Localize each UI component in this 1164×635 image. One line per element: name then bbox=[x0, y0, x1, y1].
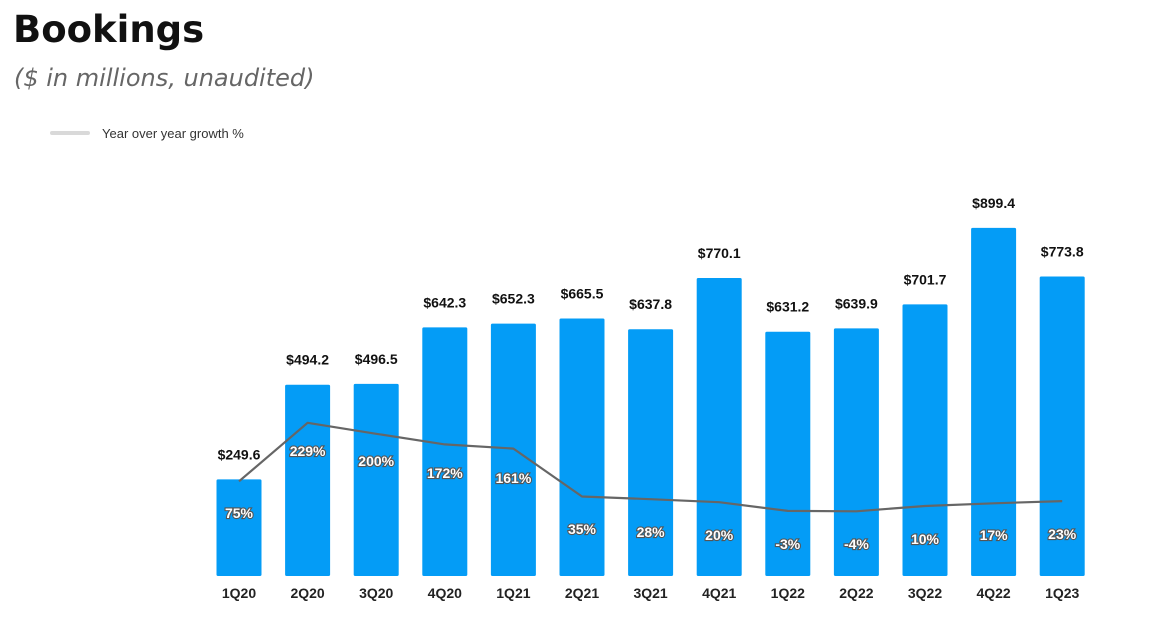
growth-label-2Q22: -4% bbox=[844, 536, 869, 552]
bar-value-label-1Q21: $652.3 bbox=[492, 291, 535, 307]
bar-3Q20 bbox=[353, 383, 399, 576]
bar-value-label-3Q22: $701.7 bbox=[904, 271, 947, 287]
bar-value-label-3Q20: $496.5 bbox=[355, 351, 398, 367]
bar-value-label-4Q22: $899.4 bbox=[972, 195, 1015, 211]
category-label-4Q22: 4Q22 bbox=[976, 585, 1010, 601]
bar-3Q21 bbox=[628, 329, 674, 576]
category-label-3Q22: 3Q22 bbox=[908, 585, 942, 601]
category-label-1Q20: 1Q20 bbox=[222, 585, 256, 601]
bar-1Q20 bbox=[216, 479, 262, 576]
legend-label: Year over year growth % bbox=[102, 125, 244, 141]
bar-4Q20 bbox=[422, 327, 468, 576]
growth-label-3Q21: 28% bbox=[637, 524, 666, 540]
bar-2Q20 bbox=[285, 384, 331, 576]
bar-value-label-3Q21: $637.8 bbox=[629, 296, 672, 312]
growth-label-4Q21: 20% bbox=[705, 527, 734, 543]
category-label-4Q21: 4Q21 bbox=[702, 585, 736, 601]
bar-value-label-2Q21: $665.5 bbox=[561, 286, 604, 302]
growth-label-4Q22: 17% bbox=[980, 527, 1009, 543]
bar-2Q22 bbox=[833, 328, 879, 576]
growth-line-group bbox=[238, 421, 1063, 513]
category-label-2Q20: 2Q20 bbox=[290, 585, 324, 601]
growth-label-3Q22: 10% bbox=[911, 531, 940, 547]
category-label-2Q21: 2Q21 bbox=[565, 585, 599, 601]
bar-2Q21 bbox=[559, 318, 605, 576]
bar-1Q22 bbox=[765, 331, 811, 576]
category-label-3Q20: 3Q20 bbox=[359, 585, 393, 601]
growth-label-4Q20: 172% bbox=[427, 465, 463, 481]
category-label-1Q22: 1Q22 bbox=[771, 585, 805, 601]
bar-value-label-2Q22: $639.9 bbox=[835, 295, 878, 311]
bar-value-label-1Q20: $249.6 bbox=[218, 446, 261, 462]
legend-line-swatch bbox=[50, 131, 90, 135]
legend: Year over year growth % bbox=[50, 124, 244, 142]
bar-value-label-1Q23: $773.8 bbox=[1041, 244, 1084, 260]
page-subtitle: ($ in millions, unaudited) bbox=[14, 64, 315, 92]
bar-value-label-2Q20: $494.2 bbox=[286, 352, 329, 368]
bar-3Q22 bbox=[902, 304, 948, 576]
growth-label-2Q20: 229% bbox=[290, 443, 326, 459]
growth-label-1Q21: 161% bbox=[495, 470, 531, 486]
category-label-1Q23: 1Q23 bbox=[1045, 585, 1079, 601]
page-title: Bookings bbox=[13, 8, 205, 51]
bar-value-label-1Q22: $631.2 bbox=[766, 299, 809, 315]
category-label-4Q20: 4Q20 bbox=[428, 585, 462, 601]
bar-4Q22 bbox=[971, 227, 1017, 576]
growth-label-3Q20: 200% bbox=[358, 453, 394, 469]
bar-value-label-4Q21: $770.1 bbox=[698, 245, 741, 261]
bar-value-label-4Q20: $642.3 bbox=[423, 294, 466, 310]
growth-label-1Q22: -3% bbox=[775, 536, 800, 552]
category-label-3Q21: 3Q21 bbox=[633, 585, 667, 601]
growth-line bbox=[238, 421, 1063, 513]
growth-label-1Q23: 23% bbox=[1048, 526, 1077, 542]
growth-label-2Q21: 35% bbox=[568, 521, 597, 537]
category-label-2Q22: 2Q22 bbox=[839, 585, 873, 601]
labels-group: $249.6 1Q20 75% $494.2 2Q20 229% $496.5 3Q20 200… bbox=[218, 195, 1084, 601]
category-label-1Q21: 1Q21 bbox=[496, 585, 530, 601]
growth-label-1Q20: 75% bbox=[225, 505, 254, 521]
bars-group bbox=[216, 227, 1085, 576]
